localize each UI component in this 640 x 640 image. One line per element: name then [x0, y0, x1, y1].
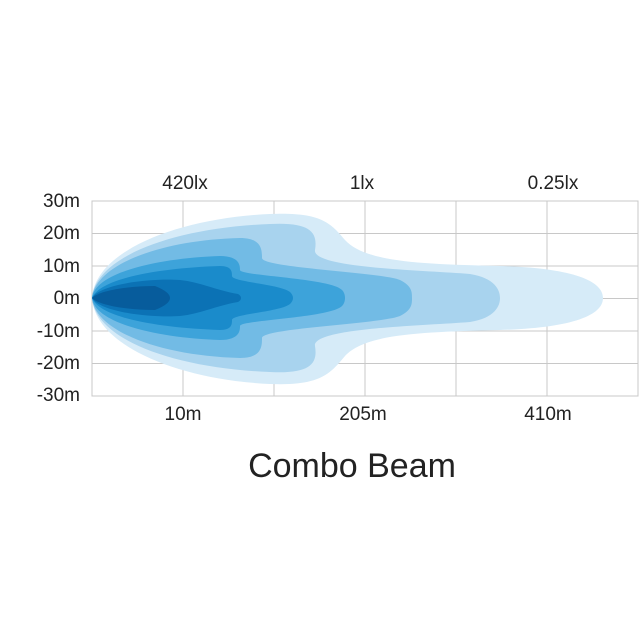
y-label: 20m [43, 223, 80, 244]
y-label: 10m [43, 256, 80, 277]
y-label: 30m [43, 191, 80, 212]
y-label: 0m [54, 288, 80, 309]
y-label: -20m [37, 353, 80, 374]
lux-label: 0.25lx [528, 173, 579, 194]
beam [92, 213, 603, 385]
beam-zone [92, 286, 170, 310]
lux-label: 1lx [350, 173, 375, 194]
x-label: 10m [165, 404, 202, 425]
x-label: 205m [339, 404, 387, 425]
y-label: -10m [37, 321, 80, 342]
y-labels: 30m 20m 10m 0m -10m -20m -30m [37, 191, 80, 406]
y-label: -30m [37, 385, 80, 406]
title: Combo Beam [248, 447, 456, 485]
x-label: 410m [524, 404, 572, 425]
x-labels: 10m 205m 410m [165, 404, 572, 425]
top-labels: 420lx 1lx 0.25lx [162, 173, 579, 194]
lux-label: 420lx [162, 173, 208, 194]
